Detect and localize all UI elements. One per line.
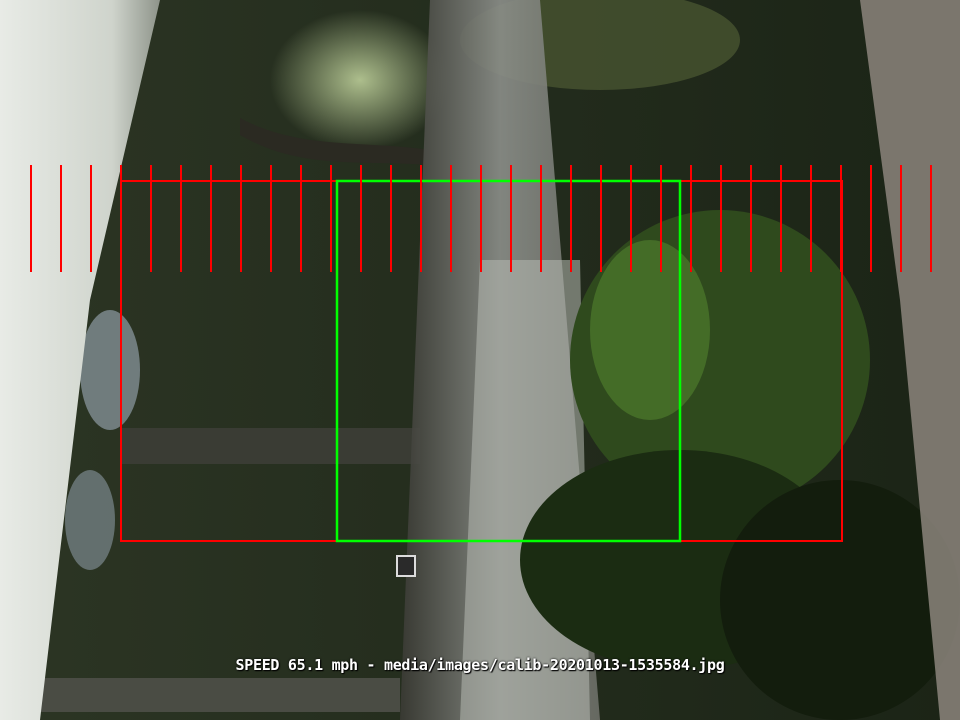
building-wall [860,0,960,720]
tree-trunk [120,428,420,464]
tree-branch [240,118,430,165]
sky-patch [65,470,115,570]
sunlit-foliage [270,10,450,150]
speed-value: 65.1 [287,656,323,674]
image-path: media/images/calib-20201013-1535584.jpg [383,656,725,674]
porch-pillar [0,0,160,720]
sky-patch [80,310,140,430]
calibration-ticks [30,165,932,272]
speed-label: SPEED [235,656,280,674]
street-sign [396,555,416,577]
speed-unit: mph [331,656,359,674]
speed-caption: SPEED 65.1 mph - media/images/calib-2020… [0,656,960,674]
detection-box [335,179,682,543]
caption-separator: - [366,656,376,674]
tree-trunk [20,678,400,712]
